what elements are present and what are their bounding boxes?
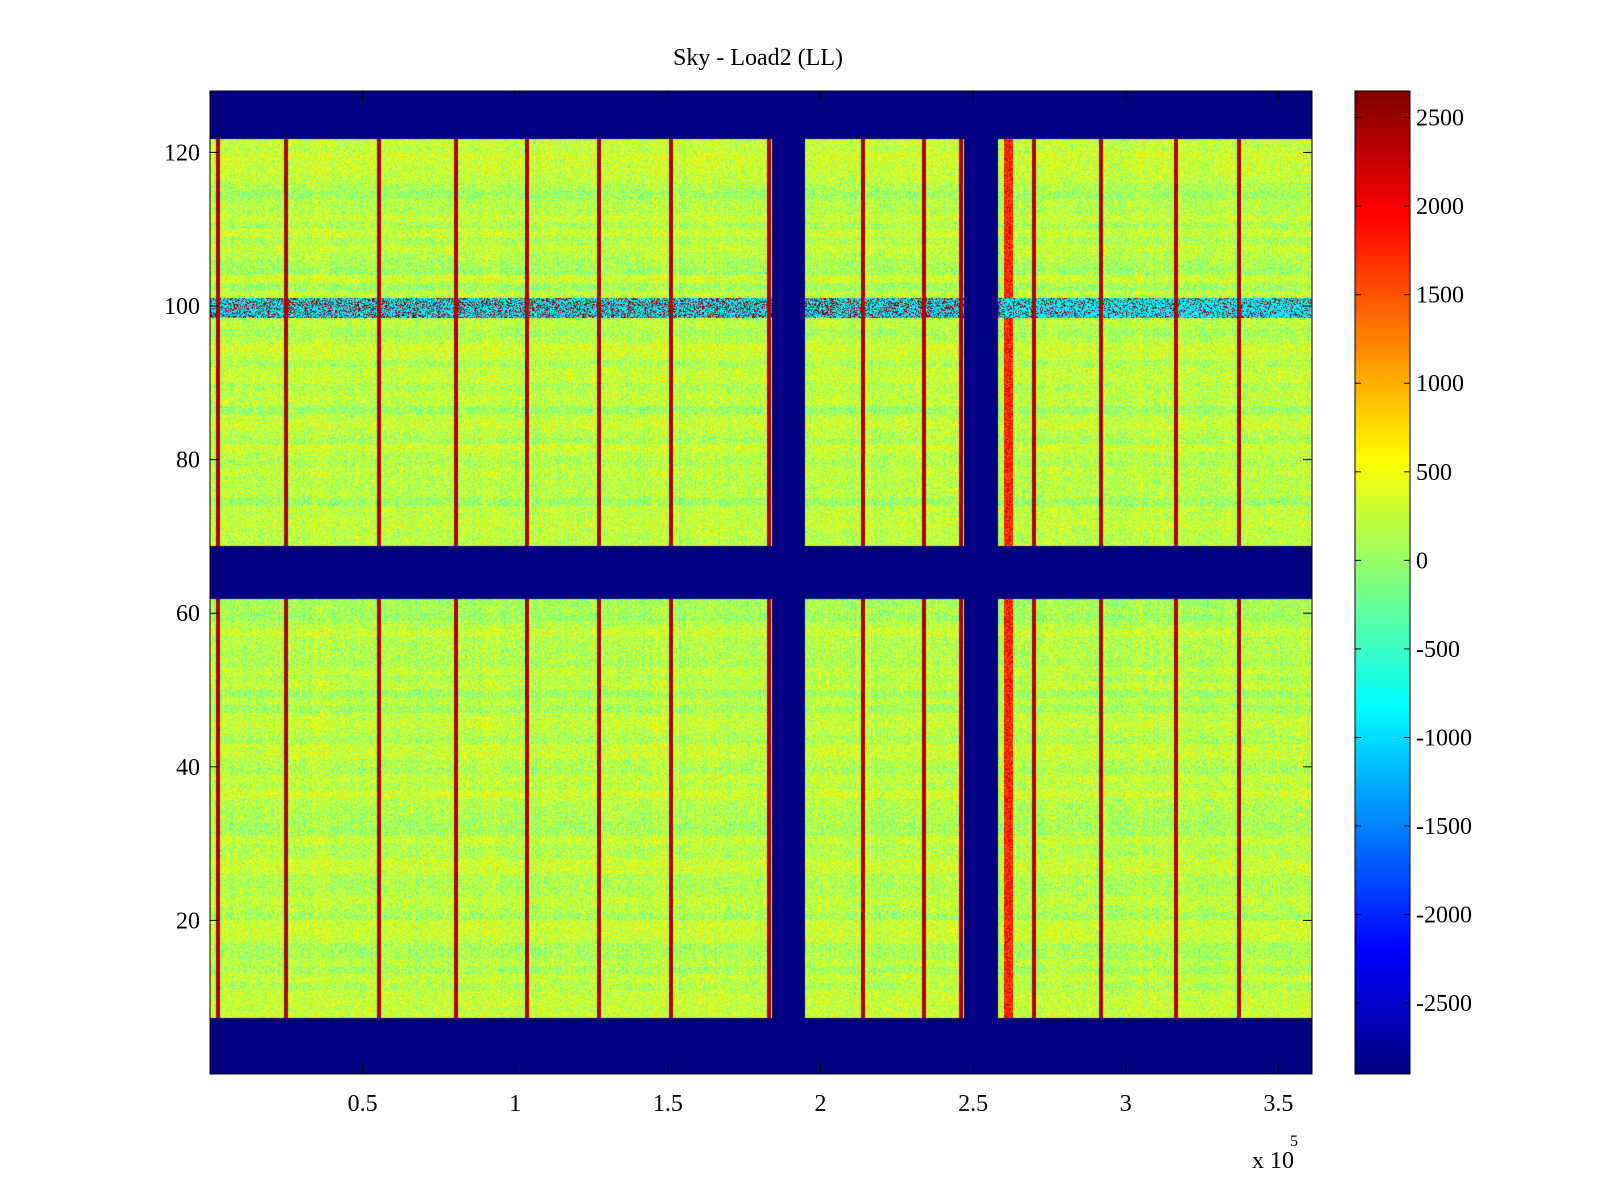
colorbar-tick-label: -2500 [1416, 991, 1472, 1017]
colorbar-gradient [1355, 91, 1410, 1074]
x-axis: 0.5 1 1.5 2 2.5 3 3.5 [348, 91, 1293, 1117]
y-tick-label: 40 [176, 755, 200, 781]
x-tick-label: 2 [815, 1091, 827, 1117]
colorbar-tick-label: 2500 [1416, 106, 1464, 132]
colorbar-tick-label: 2000 [1416, 194, 1464, 220]
y-tick-label: 100 [164, 294, 200, 320]
y-axis: 20 40 60 80 100 120 [164, 140, 1312, 934]
x-tick-label: 3 [1120, 1091, 1132, 1117]
y-tick-label: 120 [164, 140, 200, 166]
colorbar-ticks: 2500 2000 1500 1000 500 0 -500 -1000 -1500 -2000 -… [1355, 106, 1472, 1017]
y-tick-label: 20 [176, 908, 200, 934]
x-axis-multiplier-exponent: 5 [1290, 1133, 1298, 1150]
y-tick-label: 80 [176, 448, 200, 474]
x-axis-multiplier: x 10 [1252, 1148, 1294, 1174]
y-tick-label: 60 [176, 601, 200, 627]
x-tick-label: 1 [509, 1091, 521, 1117]
colorbar-tick-label: -500 [1416, 637, 1460, 663]
x-tick-label: 1.5 [653, 1091, 683, 1117]
plot-area [209, 90, 1313, 1075]
colorbar-tick-label: 0 [1416, 548, 1428, 574]
colorbar-tick-label: 500 [1416, 460, 1452, 486]
x-tick-label: 0.5 [348, 1091, 378, 1117]
plot-frame [209, 90, 1313, 1075]
colorbar-tick-label: 1500 [1416, 283, 1464, 309]
colorbar-tick-label: 1000 [1416, 371, 1464, 397]
chart-title: Sky - Load2 (LL) [673, 45, 843, 71]
x-tick-label: 2.5 [958, 1091, 988, 1117]
colorbar-tick-label: -1000 [1416, 725, 1472, 751]
heatmap-image [210, 91, 1312, 1074]
x-tick-label: 3.5 [1263, 1091, 1293, 1117]
colorbar-tick-label: -2000 [1416, 903, 1472, 929]
colorbar: 2500 2000 1500 1000 500 0 -500 -1000 -1500 -2000 -… [1354, 90, 1472, 1075]
colorbar-tick-label: -1500 [1416, 814, 1472, 840]
colorbar-frame [1354, 90, 1411, 1075]
